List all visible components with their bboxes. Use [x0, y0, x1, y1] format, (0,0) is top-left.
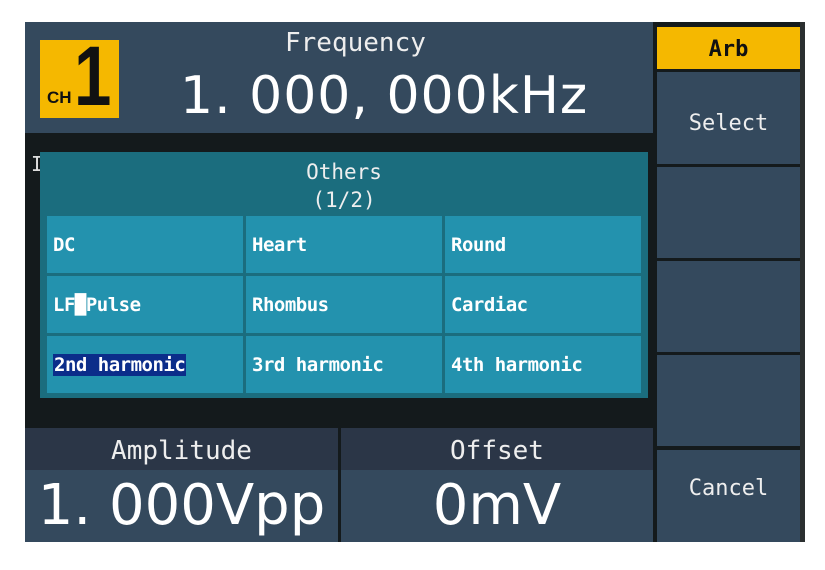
offset-value[interactable]: 0mV: [341, 470, 653, 542]
generator-screen: CH 1 Frequency 1. 000, 000kHz I Others (…: [25, 22, 805, 542]
channel-label: CH: [47, 88, 72, 107]
waveform-rhombus[interactable]: Rhombus: [246, 276, 442, 333]
softkey-3[interactable]: [657, 167, 800, 258]
dialog-page: (1/2): [312, 188, 376, 212]
softkey-panel: Arb Select Cancel: [657, 22, 805, 542]
channel-badge: CH 1: [40, 29, 119, 123]
frequency-header: CH 1 Frequency 1. 000, 000kHz: [25, 22, 653, 133]
offset-label: Offset: [341, 428, 653, 470]
waveform-2nd-harmonic[interactable]: 2nd harmonic: [47, 336, 243, 393]
softkey-4[interactable]: [657, 261, 800, 352]
waveform-cardiac[interactable]: Cardiac: [445, 276, 641, 333]
amplitude-value[interactable]: 1. 000Vpp: [25, 470, 338, 542]
frequency-value[interactable]: 1. 000, 000kHz: [180, 66, 589, 126]
arb-softkey[interactable]: Arb: [657, 27, 800, 69]
waveform-dc[interactable]: DC: [47, 216, 243, 273]
select-softkey[interactable]: Select: [657, 72, 800, 164]
frequency-label: Frequency: [285, 28, 426, 58]
waveform-4th-harmonic[interactable]: 4th harmonic: [445, 336, 641, 393]
dialog-title: Others (1/2): [40, 158, 648, 214]
offset-panel[interactable]: Offset 0mV: [341, 428, 653, 542]
waveform-3rd-harmonic[interactable]: 3rd harmonic: [246, 336, 442, 393]
waveform-round[interactable]: Round: [445, 216, 641, 273]
softkey-edge: [800, 22, 805, 542]
softkey-5[interactable]: [657, 355, 800, 446]
waveform-grid: DC Heart Round LF█Pulse Rhombus Cardiac …: [47, 216, 641, 393]
amplitude-label: Amplitude: [25, 428, 338, 470]
cancel-softkey[interactable]: Cancel: [657, 450, 800, 542]
dialog-title-text: Others: [306, 160, 382, 184]
waveform-heart[interactable]: Heart: [246, 216, 442, 273]
waveform-lfmpulse[interactable]: LF█Pulse: [47, 276, 243, 333]
amplitude-panel[interactable]: Amplitude 1. 000Vpp: [25, 428, 338, 542]
others-dialog: Others (1/2) DC Heart Round LF█Pulse Rho…: [40, 152, 648, 398]
channel-number: 1: [74, 29, 112, 123]
